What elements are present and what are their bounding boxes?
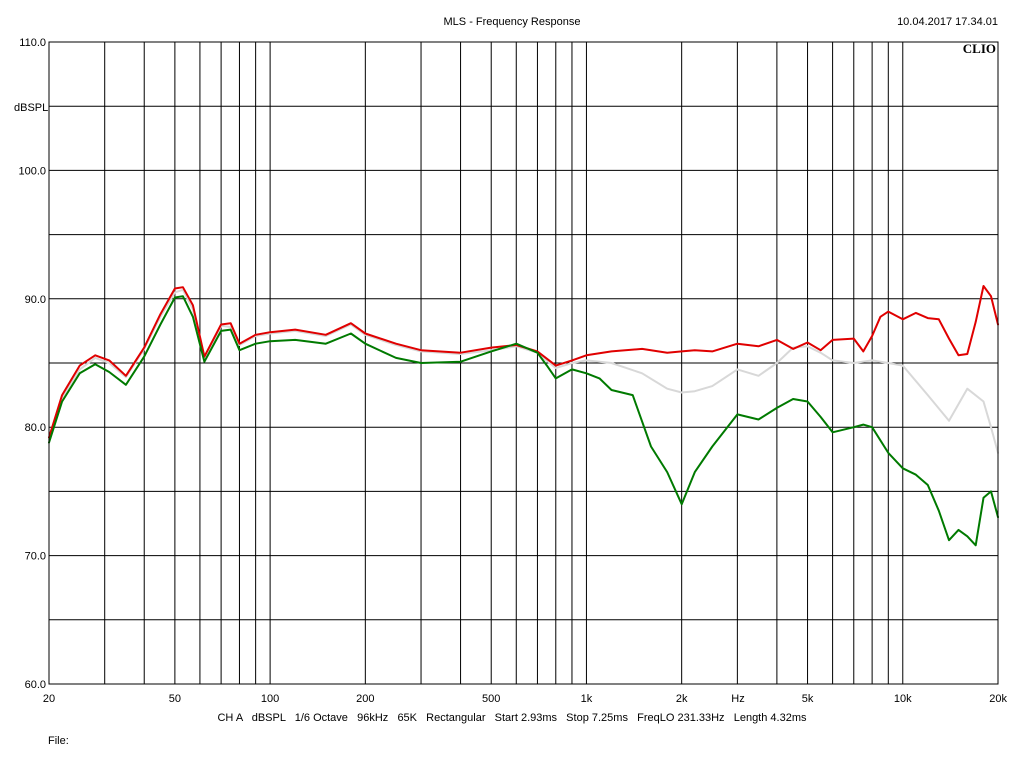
timestamp: 10.04.2017 17.34.01 (897, 16, 998, 28)
y-tick-label: 70.0 (25, 551, 46, 563)
y-axis-label: dBSPL (14, 102, 48, 114)
y-tick-label: 90.0 (25, 294, 46, 306)
x-axis-label: Hz (731, 693, 744, 705)
chart-title: MLS - Frequency Response (444, 16, 581, 28)
series-layer (48, 285, 999, 547)
y-tick-label: 80.0 (25, 422, 46, 434)
x-tick-label: 1k (581, 693, 593, 705)
x-tick-label: 20k (989, 693, 1007, 705)
x-tick-label: 20 (43, 693, 55, 705)
y-tick-label: 100.0 (18, 165, 46, 177)
x-tick-label: 5k (802, 693, 814, 705)
plot-frame (48, 41, 999, 685)
axis-tick-labels: 60.0 70.0 80.0 90.0 100.0 110.0 20 50 100 200 500 1… (18, 37, 1007, 705)
x-tick-label: 100 (261, 693, 279, 705)
series-line-2 (48, 285, 999, 439)
measurement-settings: CH A dBSPL 1/6 Octave 96kHz 65K Rectangu… (217, 712, 807, 724)
series-line-3 (48, 295, 999, 547)
x-tick-label: 50 (169, 693, 181, 705)
x-tick-label: 2k (676, 693, 688, 705)
y-tick-label: 60.0 (25, 679, 46, 691)
file-label: File: (48, 735, 69, 747)
x-tick-label: 200 (356, 693, 374, 705)
x-tick-label: 500 (482, 693, 500, 705)
x-tick-label: 10k (894, 693, 912, 705)
brand-logo-text: CLIO (963, 41, 996, 56)
y-tick-label: 110.0 (19, 37, 46, 49)
